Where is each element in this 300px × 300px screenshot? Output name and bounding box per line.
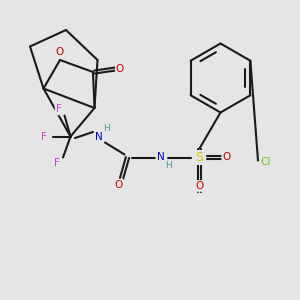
Text: Cl: Cl	[260, 157, 271, 167]
Text: H: H	[103, 124, 110, 134]
Text: H: H	[165, 161, 171, 170]
Text: O: O	[56, 47, 64, 58]
Text: F: F	[40, 131, 46, 142]
Text: F: F	[54, 158, 60, 169]
Text: F: F	[56, 104, 62, 115]
Text: O: O	[116, 64, 124, 74]
Text: O: O	[222, 152, 231, 163]
Text: O: O	[114, 179, 123, 190]
Text: S: S	[196, 151, 203, 164]
Text: N: N	[157, 152, 164, 163]
Text: O: O	[195, 181, 204, 191]
Text: N: N	[95, 131, 103, 142]
